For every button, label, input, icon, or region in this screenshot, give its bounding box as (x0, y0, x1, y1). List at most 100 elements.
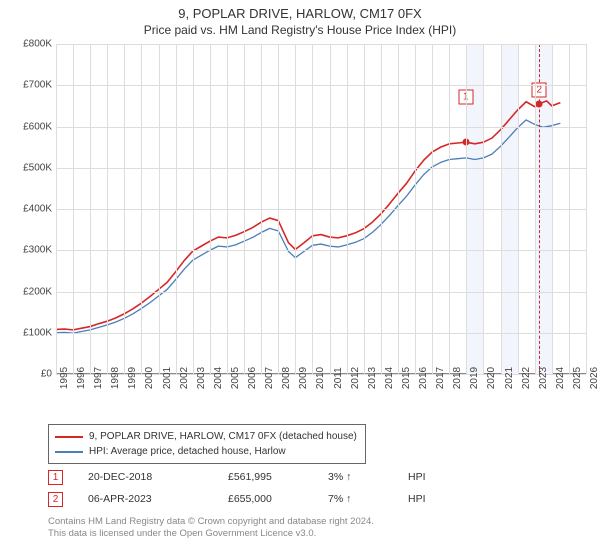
x-gridline (569, 44, 570, 374)
x-gridline (415, 44, 416, 374)
legend-swatch (55, 436, 83, 438)
y-axis-label: £100K (8, 327, 52, 338)
legend-item: HPI: Average price, detached house, Harl… (55, 444, 357, 459)
x-gridline (312, 44, 313, 374)
x-axis-label: 2002 (179, 367, 190, 389)
x-axis-label: 2004 (213, 367, 224, 389)
x-axis-label: 1996 (76, 367, 87, 389)
x-axis-label: 2019 (469, 367, 480, 389)
x-gridline (159, 44, 160, 374)
x-axis-label: 2011 (333, 367, 344, 389)
legend-label: 9, POPLAR DRIVE, HARLOW, CM17 0FX (detac… (89, 431, 357, 442)
txn-price: £561,995 (228, 471, 328, 483)
y-gridline (56, 209, 586, 210)
x-axis-label: 1998 (110, 367, 121, 389)
x-gridline (278, 44, 279, 374)
series-line-property (56, 101, 560, 330)
chart-container: 9, POPLAR DRIVE, HARLOW, CM17 0FX Price … (0, 0, 600, 560)
fineprint-line: Contains HM Land Registry data © Crown c… (48, 516, 588, 528)
x-gridline (552, 44, 553, 374)
x-axis-label: 2007 (264, 367, 275, 389)
x-axis-label: 2005 (230, 367, 241, 389)
y-gridline (56, 292, 586, 293)
transaction-row: 120-DEC-2018£561,9953% ↑HPI (48, 466, 468, 488)
x-gridline (124, 44, 125, 374)
x-gridline (466, 44, 467, 374)
y-gridline (56, 85, 586, 86)
txn-date: 20-DEC-2018 (88, 471, 228, 483)
txn-delta: 3% ↑ (328, 471, 408, 483)
y-axis-label: £0 (8, 369, 52, 380)
legend-item: 9, POPLAR DRIVE, HARLOW, CM17 0FX (detac… (55, 429, 357, 444)
x-gridline (518, 44, 519, 374)
x-axis-label: 2000 (144, 367, 155, 389)
y-axis-label: £700K (8, 80, 52, 91)
x-gridline (483, 44, 484, 374)
x-gridline (295, 44, 296, 374)
x-axis-label: 1999 (127, 367, 138, 389)
x-gridline (210, 44, 211, 374)
txn-date: 06-APR-2023 (88, 493, 228, 505)
x-axis-label: 2017 (435, 367, 446, 389)
x-axis-label: 2015 (401, 367, 412, 389)
x-gridline (432, 44, 433, 374)
x-axis-label: 1995 (59, 367, 70, 389)
x-axis-label: 2010 (315, 367, 326, 389)
x-axis-label: 2014 (384, 367, 395, 389)
x-axis-label: 2001 (162, 367, 173, 389)
legend-label: HPI: Average price, detached house, Harl… (89, 446, 286, 457)
x-axis-label: 2016 (418, 367, 429, 389)
x-axis-label: 2009 (298, 367, 309, 389)
x-axis-label: 2006 (247, 367, 258, 389)
x-axis-label: 2020 (486, 367, 497, 389)
x-gridline (176, 44, 177, 374)
x-gridline (244, 44, 245, 374)
x-axis-label: 2025 (572, 367, 583, 389)
y-gridline (56, 333, 586, 334)
x-gridline (398, 44, 399, 374)
y-axis-label: £200K (8, 286, 52, 297)
x-axis-label: 2022 (521, 367, 532, 389)
x-gridline (56, 44, 57, 374)
x-gridline (227, 44, 228, 374)
txn-badge: 2 (48, 492, 63, 507)
x-axis-label: 2003 (196, 367, 207, 389)
y-axis-label: £500K (8, 162, 52, 173)
fineprint-line: This data is licensed under the Open Gov… (48, 528, 588, 540)
y-gridline (56, 127, 586, 128)
x-gridline (586, 44, 587, 374)
x-axis-label: 2012 (350, 367, 361, 389)
txn-badge-cell: 1 (48, 470, 88, 485)
txn-price: £655,000 (228, 493, 328, 505)
y-gridline (56, 168, 586, 169)
legend: 9, POPLAR DRIVE, HARLOW, CM17 0FX (detac… (48, 424, 366, 464)
x-axis-label: 2021 (504, 367, 515, 389)
series-line-hpi (56, 120, 560, 333)
y-axis-label: £800K (8, 39, 52, 50)
txn-badge-cell: 2 (48, 492, 88, 507)
y-axis-label: £300K (8, 245, 52, 256)
txn-vs: HPI (408, 493, 468, 505)
chart-subtitle: Price paid vs. HM Land Registry's House … (0, 23, 600, 37)
chart-area: 12 £0£100K£200K£300K£400K£500K£600K£700K… (8, 44, 592, 414)
x-gridline (381, 44, 382, 374)
x-gridline (261, 44, 262, 374)
chart-title-address: 9, POPLAR DRIVE, HARLOW, CM17 0FX (0, 6, 600, 21)
x-gridline (107, 44, 108, 374)
x-axis-label: 2008 (281, 367, 292, 389)
x-axis-label: 2018 (452, 367, 463, 389)
x-gridline (364, 44, 365, 374)
x-axis-label: 2026 (589, 367, 600, 389)
title-block: 9, POPLAR DRIVE, HARLOW, CM17 0FX Price … (0, 0, 600, 37)
y-axis-label: £400K (8, 204, 52, 215)
x-axis-label: 2024 (555, 367, 566, 389)
x-gridline (449, 44, 450, 374)
y-axis-label: £600K (8, 121, 52, 132)
txn-vs: HPI (408, 471, 468, 483)
x-gridline (330, 44, 331, 374)
event-dot (536, 100, 543, 107)
x-gridline (193, 44, 194, 374)
attribution-text: Contains HM Land Registry data © Crown c… (48, 516, 588, 541)
y-gridline (56, 44, 586, 45)
x-gridline (347, 44, 348, 374)
